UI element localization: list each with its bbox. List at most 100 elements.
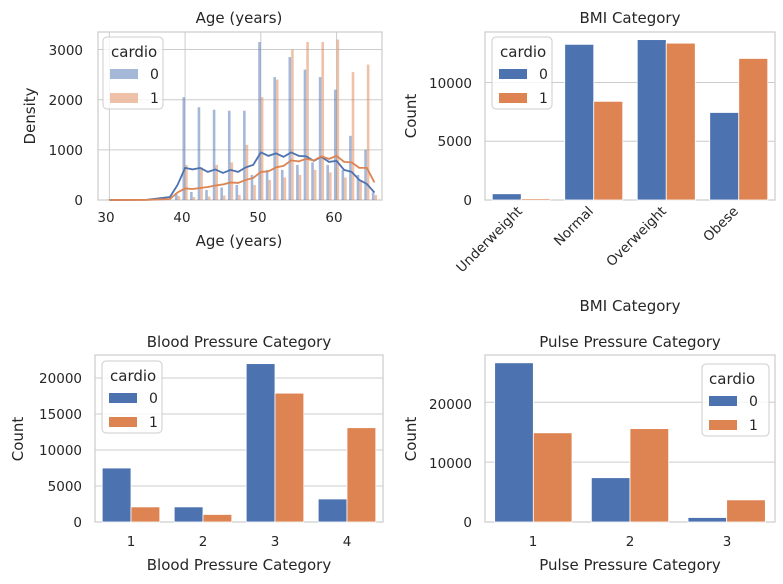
bmi-legend-title: cardio	[500, 43, 546, 61]
bp-legend-label-1: 1	[149, 415, 158, 431]
bmi-legend: cardio 0 1	[491, 36, 553, 110]
age-hist-bar-0	[356, 174, 360, 200]
age-x-axis-label: Age (years)	[196, 232, 283, 250]
pp-bar-1	[726, 499, 766, 523]
bp-bar-1	[130, 506, 161, 523]
bp-legend-title: cardio	[110, 367, 156, 385]
age-ytick: 0	[74, 193, 83, 209]
age-legend-label-0: 0	[150, 67, 159, 83]
age-hist-bar-0	[258, 42, 261, 201]
pp-xtick: 1	[529, 534, 538, 550]
bp-bars	[101, 363, 377, 523]
bmi-xtick: Obese	[700, 204, 742, 246]
age-hist-bar-1	[306, 42, 309, 201]
pp-legend-label-0: 0	[749, 394, 758, 410]
bp-bar-1	[346, 427, 377, 523]
age-hist-bar-1	[185, 164, 188, 200]
bp-xtick: 2	[199, 534, 208, 550]
age-hist-bar-0	[280, 169, 284, 200]
age-hist-bar-1	[366, 64, 370, 200]
bp-panel: Blood Pressure Category 0 5000 10000 150…	[9, 333, 384, 574]
age-hist-bar-0	[250, 174, 254, 200]
bp-legend-swatch-0	[109, 393, 137, 403]
age-hist-bar-1	[215, 164, 218, 200]
age-hist-bar-0	[288, 57, 292, 200]
bp-ytick: 5000	[48, 479, 82, 495]
age-hist-bar-0	[243, 110, 246, 200]
bmi-xtick: Underweight	[453, 204, 525, 276]
pp-bar-0	[590, 477, 631, 523]
age-hist-bar-1	[359, 179, 362, 200]
bp-ytick: 20000	[39, 371, 82, 387]
pp-legend: cardio 0 1	[701, 363, 770, 437]
bp-ytick: 10000	[39, 443, 82, 459]
bmi-xtick: Overweight	[603, 204, 669, 270]
age-hist-bar-0	[349, 135, 352, 200]
bp-ytick: 15000	[39, 407, 82, 423]
pp-legend-swatch-1	[709, 420, 737, 430]
age-hist-bar-1	[336, 39, 340, 201]
age-hist-bar-0	[364, 149, 367, 200]
bp-bar-0	[173, 506, 204, 523]
bmi-x-ticks: Underweight Normal Overweight Obese	[453, 204, 741, 276]
pp-legend-label-1: 1	[749, 418, 758, 434]
bp-bar-1	[202, 514, 233, 523]
pp-bar-1	[532, 432, 573, 523]
age-hist-bar-1	[245, 144, 249, 200]
bmi-ytick: 0	[463, 193, 472, 209]
pp-ytick: 10000	[429, 456, 472, 472]
bmi-x-axis-label: BMI Category	[580, 297, 681, 315]
bmi-bar-0	[491, 193, 522, 201]
bmi-ytick: 5000	[438, 134, 472, 150]
age-hist-bar-1	[275, 79, 279, 200]
bp-bar-1	[274, 392, 305, 523]
age-xtick: 60	[325, 210, 342, 226]
pp-x-ticks: 1 2 3	[529, 534, 732, 550]
age-hist-bar-1	[253, 184, 256, 200]
age-hist-bar-1	[291, 49, 294, 200]
pp-xtick: 3	[723, 534, 732, 550]
bmi-legend-swatch-0	[499, 69, 527, 79]
age-hist-bar-0	[212, 109, 216, 200]
bp-xtick: 3	[271, 534, 280, 550]
age-hist-bar-0	[371, 192, 375, 200]
bmi-bar-1	[593, 100, 624, 201]
pp-legend-swatch-0	[709, 396, 737, 406]
age-hist-bar-0	[273, 77, 276, 200]
bmi-legend-label-0: 0	[539, 67, 548, 83]
age-hist-bar-0	[205, 189, 208, 200]
age-hist-bar-0	[227, 110, 231, 200]
age-hist-bar-1	[344, 177, 347, 200]
age-hist-bar-1	[351, 72, 355, 200]
age-hist-bar-1	[238, 194, 241, 200]
bp-x-ticks: 1 2 3 4	[127, 534, 352, 550]
pp-bars	[494, 362, 766, 523]
pp-y-ticks: 0 10000 20000	[429, 397, 472, 531]
age-hist-bar-0	[190, 191, 193, 200]
bp-bar-0	[317, 498, 348, 523]
age-hist-bar-0	[303, 69, 307, 200]
pp-chart-title: Pulse Pressure Category	[539, 333, 721, 351]
bp-legend-label-0: 0	[149, 391, 158, 407]
pp-ytick: 20000	[429, 397, 472, 413]
age-legend-swatch-0	[110, 69, 138, 79]
bp-legend-swatch-1	[109, 417, 137, 427]
age-ytick: 3000	[49, 43, 83, 59]
age-hist-bar-1	[283, 177, 287, 200]
age-kde-lines	[109, 151, 376, 201]
bmi-bar-1	[520, 198, 551, 201]
age-xtick: 50	[249, 210, 266, 226]
bmi-panel: BMI Category 0 5000 10000 Underweight No…	[402, 9, 776, 315]
age-hist-bar-1	[313, 169, 317, 200]
bp-legend: cardio 0 1	[101, 360, 163, 434]
age-xtick: 40	[173, 210, 190, 226]
pp-bar-0	[494, 362, 534, 523]
bmi-chart-title: BMI Category	[580, 9, 681, 27]
bp-bar-0	[101, 467, 132, 523]
age-hist-bar-0	[220, 187, 223, 200]
age-kde-line-1	[109, 154, 376, 201]
age-hist-bar-1	[192, 196, 196, 200]
age-hist-bar-1	[177, 195, 181, 200]
pp-ytick: 0	[463, 515, 472, 531]
